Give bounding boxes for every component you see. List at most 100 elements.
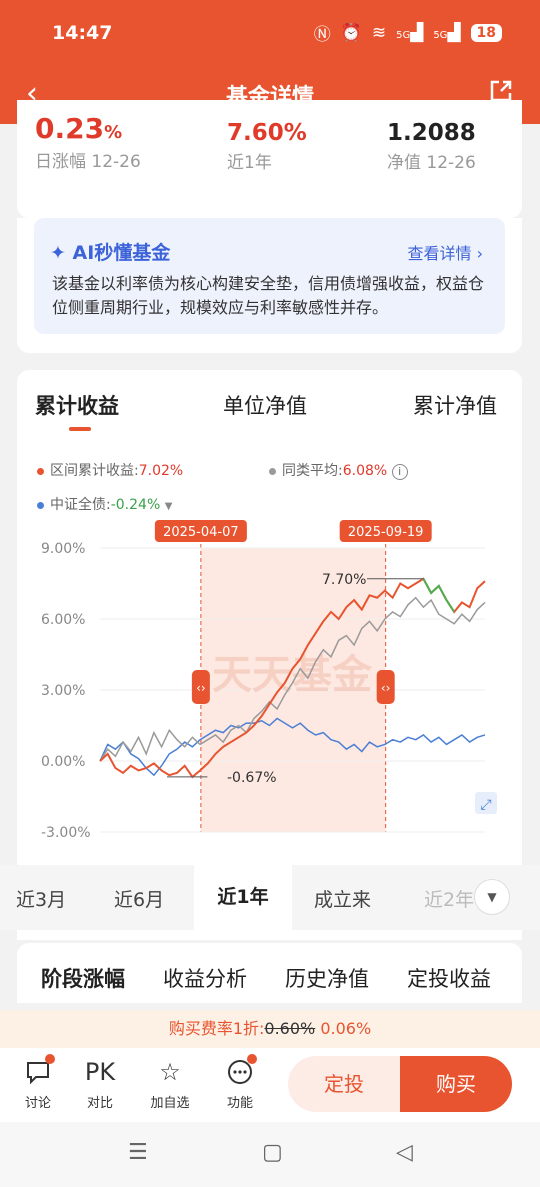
tab-cumulative-return[interactable]: 累计收益: [35, 394, 119, 418]
fund-drawdown-segment: [422, 578, 456, 613]
back-nav-icon[interactable]: ◁: [396, 1140, 413, 1165]
ai-box[interactable]: ✦ AI秒懂基金 查看详情 › 该基金以利率债为核心构建安全垫，信用债增强收益，…: [34, 218, 505, 334]
status-icons: Ⓝ ⏰ ≋ 5G▟ 5G▟ 18: [314, 20, 502, 45]
home-icon[interactable]: ▢: [262, 1140, 283, 1165]
status-bar: 14:47 Ⓝ ⏰ ≋ 5G▟ 5G▟ 18: [0, 0, 540, 66]
discuss-badge: [45, 1054, 55, 1064]
add-watchlist-label: 加自选: [150, 1096, 190, 1111]
tab-history-nav[interactable]: 历史净值: [285, 967, 369, 991]
fee-old: 0.60%: [264, 1019, 316, 1038]
stat-year-return: 7.60% 近1年: [227, 120, 307, 173]
more-icon-svg: [228, 1060, 252, 1084]
chevron-down-icon: ▼: [164, 501, 173, 512]
daily-change-unit: %: [104, 122, 123, 143]
series-line-0: [99, 577, 486, 779]
daily-change-number: 0.23: [35, 112, 105, 145]
range-end-tag: 2025-09-19: [348, 525, 424, 540]
period-3m[interactable]: 近3月: [16, 889, 67, 911]
signal-icon-2: 5G▟: [433, 22, 461, 43]
add-watchlist-button[interactable]: ☆ 加自选: [145, 1058, 195, 1111]
compare-button[interactable]: PK 对比: [75, 1058, 125, 1111]
y-tick-label: 3.00%: [41, 683, 85, 699]
range-start-tag-bg: [154, 520, 247, 542]
battery-icon: 18: [470, 23, 502, 42]
return-chart[interactable]: 9.00%6.00%3.00%0.00%-3.00%2024-12-262025…: [17, 510, 522, 840]
expand-icon: [475, 792, 497, 814]
signal-label-2: 5G: [433, 29, 448, 41]
pk-icon: PK: [84, 1058, 116, 1086]
legend-index-dot: [37, 501, 44, 509]
functions-label: 功能: [226, 1096, 253, 1111]
annotation-high-label: 7.70%: [322, 572, 366, 588]
chevron-down-icon[interactable]: ▼: [474, 879, 510, 915]
functions-button[interactable]: 功能: [215, 1054, 265, 1111]
legend-peer: 同类平均:6.08% i: [269, 460, 408, 480]
expand-icon-glyph: ⤢: [480, 797, 491, 813]
chat-icon: [13, 1054, 63, 1088]
summary-card: 0.23% 日涨幅 12-26 7.60% 近1年 1.2088 净值 12-2…: [17, 100, 522, 218]
legend-peer-dot: [269, 467, 276, 475]
nfc-icon: Ⓝ: [313, 25, 331, 45]
legend-fund-value: 7.02%: [138, 463, 184, 479]
year-return-label: 近1年: [227, 153, 272, 173]
compare-label: 对比: [86, 1096, 113, 1111]
status-time: 14:47: [52, 22, 113, 44]
fee-new: 0.06%: [320, 1019, 372, 1038]
legend-index[interactable]: 中证全债:-0.24% ▼: [37, 494, 172, 514]
wifi-icon: ≋: [371, 22, 387, 43]
tab-stage-change[interactable]: 阶段涨幅: [41, 967, 125, 991]
discuss-label: 讨论: [24, 1096, 51, 1111]
tab-dingtou-return[interactable]: 定投收益: [407, 967, 491, 991]
stat-nav: 1.2088 净值 12-26: [387, 120, 476, 173]
buy-button[interactable]: 购买: [400, 1056, 512, 1112]
y-tick-label: 6.00%: [41, 612, 85, 628]
system-nav-bar: ☰ ▢ ◁: [0, 1122, 540, 1187]
legend-index-label: 中证全债:: [50, 497, 111, 513]
info-icon[interactable]: i: [391, 464, 408, 480]
legend-index-value: -0.24%: [110, 497, 161, 513]
period-1y[interactable]: 近1年: [194, 865, 292, 930]
menu-icon[interactable]: ☰: [128, 1140, 148, 1165]
ai-summary-text: 该基金以利率债为核心构建安全垫，信用债增强收益，权益仓位侧重周期行业，规模效应与…: [52, 274, 485, 317]
legend-peer-value: 6.08%: [342, 463, 388, 479]
y-tick-label: 0.00%: [41, 754, 85, 770]
daily-change-label: 日涨幅 12-26: [35, 152, 141, 172]
nav-label: 净值 12-26: [387, 153, 476, 173]
tab-unit-nav[interactable]: 单位净值: [223, 394, 307, 418]
dingtou-button[interactable]: 定投: [288, 1056, 400, 1112]
period-6m[interactable]: 近6月: [114, 889, 165, 911]
chart-tabs: 累计收益 单位净值 累计净值: [17, 390, 522, 430]
tab-cumulative-nav[interactable]: 累计净值: [413, 394, 497, 418]
period-2y[interactable]: 近2年: [424, 889, 475, 911]
ai-title-text: AI秒懂基金: [72, 242, 171, 264]
series-line-2: [99, 717, 486, 777]
chart-card: 累计收益 单位净值 累计净值 区间累计收益:7.02% 同类平均:6.08% i…: [17, 370, 522, 940]
annotation-low-label: -0.67%: [227, 770, 277, 786]
range-handle-icon-0: ‹›: [196, 681, 206, 695]
ai-title: ✦ AI秒懂基金: [50, 238, 170, 265]
ai-card: ✦ AI秒懂基金 查看详情 › 该基金以利率债为核心构建安全垫，信用债增强收益，…: [17, 218, 522, 353]
more-icon: [215, 1054, 265, 1088]
bottom-action-bar: 讨论 PK 对比 ☆ 加自选 功能 定投 购买: [0, 1048, 540, 1122]
ai-detail-link[interactable]: 查看详情 ›: [407, 244, 484, 263]
range-handle-0: [191, 670, 210, 704]
legend-fund-dot: [37, 467, 44, 475]
alarm-icon: ⏰: [340, 22, 362, 43]
daily-change-value: 0.23%: [35, 112, 141, 145]
watermark: 天天基金: [212, 652, 373, 698]
nav-value: 1.2088: [387, 120, 476, 146]
functions-badge: [247, 1054, 257, 1064]
period-inception[interactable]: 成立来: [314, 889, 372, 911]
signal-label-1: 5G: [396, 29, 411, 41]
legend-fund-label: 区间累计收益:: [50, 463, 139, 479]
signal-icon-1: 5G▟: [396, 22, 424, 43]
year-return-value: 7.60%: [227, 120, 307, 146]
range-handle-1: [376, 670, 395, 704]
discuss-button[interactable]: 讨论: [13, 1054, 63, 1111]
fee-bar: 购买费率1折:0.60% 0.06%: [0, 1010, 540, 1048]
star-icon: ☆: [159, 1058, 181, 1086]
range-handle-icon-1: ‹›: [381, 681, 391, 695]
tab-return-analysis[interactable]: 收益分析: [163, 967, 247, 991]
range-start-tag: 2025-04-07: [163, 525, 239, 540]
range-end-tag-bg: [339, 520, 432, 542]
